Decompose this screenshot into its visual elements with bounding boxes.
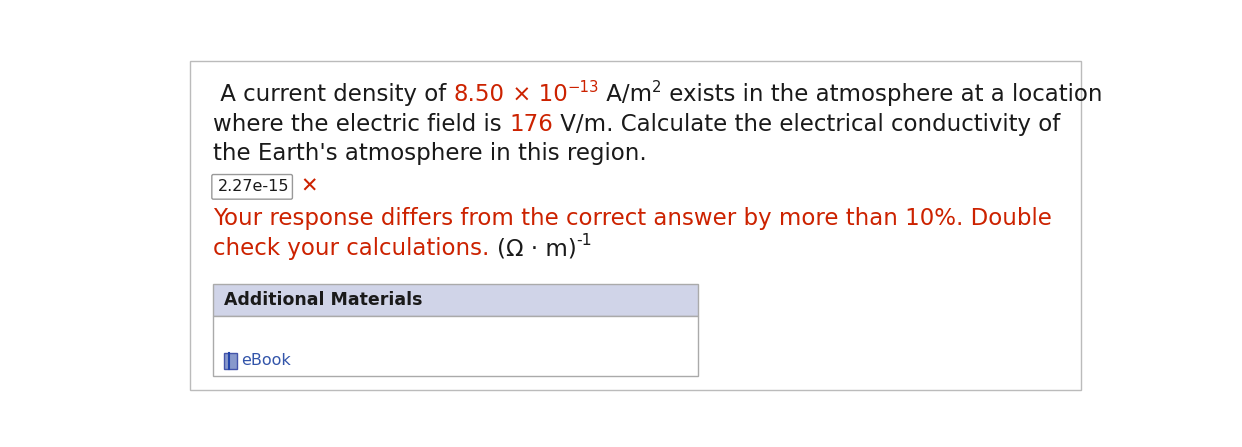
Bar bbox=[214, 316, 698, 376]
Bar bbox=[214, 284, 698, 316]
Text: 8.50: 8.50 bbox=[453, 84, 505, 106]
Text: 2: 2 bbox=[652, 80, 662, 95]
Text: −13: −13 bbox=[568, 80, 599, 95]
Text: where the electric field is: where the electric field is bbox=[214, 113, 509, 135]
Text: the Earth's atmosphere in this region.: the Earth's atmosphere in this region. bbox=[214, 142, 647, 165]
Text: V/m. Calculate the electrical conductivity of: V/m. Calculate the electrical conductivi… bbox=[553, 113, 1061, 135]
Text: check your calculations.: check your calculations. bbox=[214, 237, 497, 261]
Text: Additional Materials: Additional Materials bbox=[225, 291, 422, 309]
Text: A/m: A/m bbox=[599, 84, 652, 106]
FancyBboxPatch shape bbox=[212, 174, 292, 199]
Text: ✕: ✕ bbox=[301, 177, 318, 197]
Text: exists in the atmosphere at a location: exists in the atmosphere at a location bbox=[662, 84, 1102, 106]
Text: (Ω · m): (Ω · m) bbox=[497, 237, 576, 261]
Text: 2.27e-15: 2.27e-15 bbox=[219, 179, 289, 194]
Text: × 10: × 10 bbox=[505, 84, 568, 106]
Text: eBook: eBook bbox=[241, 354, 291, 368]
Text: 176: 176 bbox=[509, 113, 553, 135]
Bar bbox=[225, 353, 237, 369]
Text: A current density of: A current density of bbox=[214, 84, 453, 106]
Text: -1: -1 bbox=[576, 233, 592, 249]
Text: Your response differs from the correct answer by more than 10%. Double: Your response differs from the correct a… bbox=[214, 207, 1052, 230]
